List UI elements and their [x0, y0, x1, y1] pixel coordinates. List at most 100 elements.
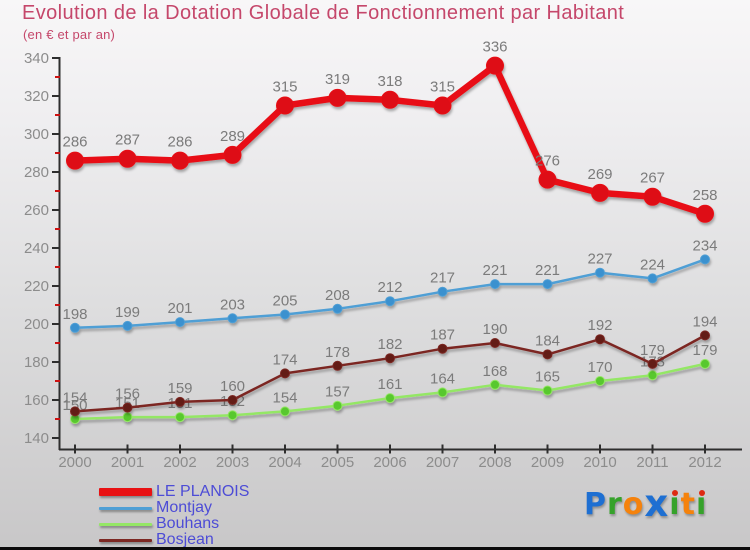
- marker-bosjean: [332, 360, 343, 371]
- marker-bosjean: [700, 330, 710, 341]
- data-label: 192: [587, 317, 612, 334]
- data-label: 156: [115, 386, 140, 403]
- line-chart: 140 160 180 200 220 240 260 280 300 320 340 2000 200…: [24, 39, 742, 471]
- marker-montjay: [647, 273, 658, 284]
- marker-montjay: [700, 254, 710, 265]
- data-label: 221: [482, 262, 507, 279]
- data-label: 184: [535, 332, 560, 349]
- marker-bouhans: [175, 412, 185, 423]
- data-label: 287: [115, 132, 140, 149]
- legend-label: Montjay: [156, 499, 213, 516]
- x-tick-label: 2011: [636, 454, 668, 471]
- marker-bosjean: [122, 402, 133, 413]
- marker-montjay: [175, 317, 185, 328]
- data-label: 161: [377, 376, 402, 393]
- logo-i-dot: [671, 490, 678, 496]
- data-label: 179: [692, 342, 717, 359]
- legend-label: Bouhans: [156, 515, 220, 532]
- data-label: 160: [220, 378, 245, 395]
- y-tick-label: 240: [24, 240, 49, 257]
- marker-le-planois: [223, 145, 242, 164]
- data-label: 174: [272, 351, 297, 368]
- data-label: 258: [692, 187, 717, 204]
- marker-le-planois: [171, 151, 189, 170]
- marker-bouhans: [122, 412, 133, 423]
- marker-bosjean: [542, 349, 553, 360]
- logo-letter: ı: [669, 487, 681, 522]
- legend-swatch: [99, 506, 152, 510]
- logo-i-dot: [698, 490, 705, 496]
- data-label: 318: [377, 73, 402, 90]
- legend-item-montjay: Montjay: [99, 500, 249, 516]
- y-tick-label: 340: [24, 50, 49, 67]
- data-label: 159: [167, 380, 192, 397]
- data-label: 227: [587, 251, 612, 268]
- marker-bouhans: [332, 400, 343, 411]
- axes: 140 160 180 200 220 240 260 280 300 320 340 2000 200…: [24, 50, 742, 471]
- data-label: 178: [325, 344, 350, 361]
- data-label: 224: [640, 256, 665, 273]
- data-label: 221: [535, 262, 560, 279]
- chart-title: Evolution de la Dotation Globale de Fonc…: [22, 2, 625, 24]
- legend-swatch: [99, 522, 152, 526]
- marker-le-planois: [276, 96, 294, 115]
- legend-item-le-planois: LE PLANOIS: [99, 484, 249, 500]
- marker-bouhans: [700, 358, 710, 369]
- data-label: 286: [62, 134, 87, 151]
- marker-le-planois: [696, 204, 714, 223]
- marker-le-planois: [486, 56, 504, 75]
- data-label: 286: [167, 134, 192, 151]
- x-tick-label: 2000: [58, 454, 91, 471]
- marker-bosjean: [385, 353, 395, 364]
- data-label: 164: [430, 370, 455, 387]
- legend-item-bouhans: Bouhans: [99, 516, 249, 532]
- marker-bosjean: [595, 334, 605, 345]
- data-label: 269: [587, 166, 612, 183]
- marker-le-planois: [66, 151, 84, 170]
- y-tick-label: 320: [24, 88, 49, 105]
- marker-bouhans: [542, 385, 553, 396]
- labels-montjay: 198 199 201 203 205 208 212 217 221 221 227 224 234: [62, 237, 717, 322]
- y-tick-label: 160: [24, 392, 49, 409]
- marker-bosjean: [175, 396, 185, 407]
- data-label: 199: [115, 304, 140, 321]
- marker-montjay: [70, 322, 80, 333]
- x-tick-label: 2007: [426, 454, 459, 471]
- logo-letter: t: [680, 487, 696, 522]
- data-label: 212: [377, 279, 402, 296]
- x-tick-label: 2009: [531, 454, 564, 471]
- marker-bouhans: [385, 393, 395, 404]
- chart-subtitle: (en € et par an): [23, 27, 116, 42]
- logo-letter: P: [584, 487, 607, 522]
- marker-bouhans: [490, 379, 500, 390]
- data-label: 182: [377, 336, 402, 353]
- marker-montjay: [490, 279, 500, 290]
- x-tick-label: 2003: [216, 454, 249, 471]
- y-tick-label: 200: [24, 316, 49, 333]
- legend-swatch: [99, 488, 152, 496]
- data-label: 289: [220, 128, 245, 145]
- series-bouhans: [70, 358, 710, 424]
- labels-bosjean: 154 156 159 160 174 178 182 187 190 184 192 179 194: [62, 313, 717, 406]
- data-label: 319: [325, 71, 350, 88]
- marker-bosjean: [280, 368, 290, 379]
- chart-legend: LE PLANOIS Montjay Bouhans Bosjean: [99, 484, 249, 548]
- labels-le-planois: 286 287 286 289 315 319 318 315 336 276 269 267 258: [62, 39, 717, 204]
- series-montjay: [70, 254, 710, 333]
- proxiti-logo: Proxı tı: [584, 482, 708, 525]
- x-tick-label: 2006: [373, 454, 406, 471]
- marker-le-planois: [591, 183, 609, 202]
- marker-bouhans: [647, 370, 658, 381]
- y-tick-label: 260: [24, 202, 49, 219]
- marker-montjay: [542, 279, 553, 290]
- data-label: 315: [272, 79, 297, 96]
- legend-label: LE PLANOIS: [156, 483, 250, 500]
- y-tick-label: 220: [24, 278, 49, 295]
- y-tick-label: 300: [24, 126, 49, 143]
- legend-swatch: [99, 538, 152, 542]
- series-bosjean: [70, 330, 710, 417]
- data-label: 267: [640, 170, 665, 187]
- data-label: 194: [692, 313, 717, 330]
- data-label: 168: [482, 363, 507, 380]
- data-label: 170: [587, 359, 612, 376]
